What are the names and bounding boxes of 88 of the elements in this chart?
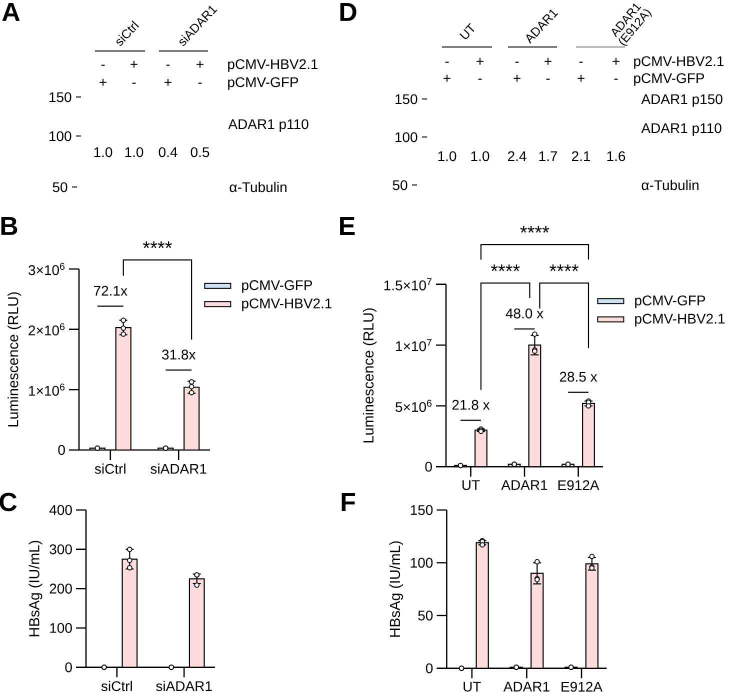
y-tick-label: 400	[49, 505, 72, 515]
chart-title: B	[1, 217, 18, 235]
text: ADAR1 p150	[641, 94, 722, 107]
text: +	[578, 74, 584, 82]
text: A	[2, 3, 20, 21]
y-tick-label: 0	[58, 445, 65, 455]
y-tick-label: 1×10$^{6}$	[29, 384, 65, 396]
y-axis-title: HBsAg (IU/mL)	[389, 541, 403, 637]
text: 1.0	[94, 147, 112, 158]
text: ****	[142, 241, 172, 248]
annotation: 48.0 x	[506, 308, 544, 318]
x-tick-label: ADAR1	[501, 480, 548, 490]
text: 1.7	[539, 151, 558, 161]
text: +	[196, 60, 204, 68]
x-tick-label: E912A	[558, 480, 600, 490]
annotation: 28.5 x	[560, 372, 598, 382]
text: +	[544, 58, 552, 65]
y-tick-label: 150	[410, 505, 433, 515]
y-tick-label: 0	[65, 662, 72, 672]
text: -	[546, 78, 550, 80]
text: 2.1	[572, 151, 590, 161]
y-tick-label: 100	[50, 623, 72, 633]
text: +	[444, 74, 450, 82]
text: ****	[550, 264, 579, 272]
y-tick-label: 1.5×10$^{7}$	[384, 278, 432, 290]
y-tick-label: 5×10$^{6}$	[396, 400, 432, 412]
text: D	[340, 3, 356, 21]
chart-title: E	[340, 217, 355, 235]
text: 1.0	[438, 151, 456, 162]
text: α-Tubulin	[642, 180, 698, 190]
x-tick-label: E912A	[562, 682, 602, 692]
text: -	[101, 64, 105, 66]
legend-label: pCMV-HBV2.1	[635, 314, 725, 326]
y-tick-label: 2×10$^{6}$	[28, 323, 65, 336]
text: +	[100, 78, 106, 86]
text: 2.4	[508, 151, 526, 161]
text: -	[445, 62, 449, 63]
y-axis-title: Luminescence (RLU)	[362, 308, 376, 442]
y-tick-label: 0	[425, 462, 432, 472]
text: +	[130, 60, 138, 68]
text: 1.0	[471, 151, 490, 162]
text: pCMV-GFP	[634, 73, 704, 86]
text: pCMV-HBV2.1	[228, 59, 318, 72]
chart-title: C	[0, 492, 17, 512]
text: ****	[520, 226, 550, 233]
x-tick-label: siCtrl	[101, 680, 132, 692]
annotation: 72.1x	[94, 286, 128, 296]
x-tick-label: siADAR1	[156, 680, 212, 692]
y-axis-title: Luminescence (RLU)	[8, 292, 22, 426]
y-tick-label: 100	[410, 558, 433, 568]
x-tick-label: UT	[462, 480, 480, 490]
text: -	[579, 62, 583, 63]
text: UT	[460, 22, 474, 39]
legend-label: pCMV-HBV2.1	[242, 298, 332, 312]
text: -	[478, 78, 482, 80]
text: +	[476, 58, 484, 65]
text: pCMV-GFP	[228, 77, 298, 90]
y-axis-title: HBsAg (IU/mL)	[28, 540, 42, 636]
text: +	[164, 78, 172, 86]
text: pCMV-HBV2.1	[634, 56, 724, 69]
text: -	[198, 82, 202, 84]
annotation: 31.8x	[162, 350, 196, 360]
text: ADAR1 p110	[228, 119, 308, 132]
text: +	[612, 58, 620, 65]
text: ****	[490, 264, 520, 272]
text: -	[166, 64, 170, 66]
text: -	[614, 78, 618, 80]
text: -	[132, 82, 136, 84]
chart-title: F	[342, 493, 355, 511]
y-tick-label: 50	[418, 610, 433, 620]
y-tick-label: 3×10$^{6}$	[28, 262, 65, 276]
y-tick-label: 0	[426, 663, 433, 674]
x-tick-label: ADAR1	[503, 682, 550, 692]
x-tick-label: UT	[464, 682, 481, 692]
text: -	[515, 62, 519, 63]
legend-label: pCMV-GFP	[242, 280, 312, 293]
y-tick-label: 200	[50, 584, 72, 594]
text: ADAR1 p110	[641, 123, 722, 136]
text: 1.6	[607, 151, 626, 162]
y-tick-label: 1×10$^{7}$	[396, 339, 432, 352]
text: 0.5	[190, 147, 210, 158]
text: 0.4	[158, 147, 178, 158]
annotation: 21.8 x	[452, 400, 490, 410]
legend-label: pCMV-GFP	[635, 295, 706, 308]
text: 1.0	[125, 147, 144, 158]
text: +	[514, 74, 520, 82]
text: α-Tubulin	[230, 182, 286, 192]
y-tick-label: 300	[50, 544, 72, 554]
